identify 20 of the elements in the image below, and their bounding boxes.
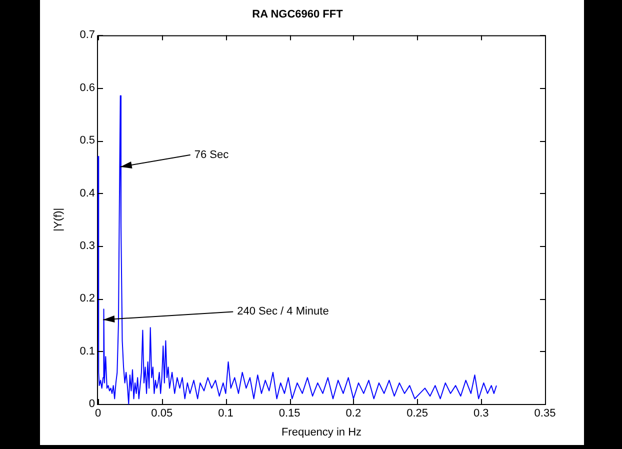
y-tick-label: 0.4 — [80, 187, 95, 200]
y-tick-label: 0.3 — [80, 240, 95, 252]
x-tick-label: 0.3 — [473, 408, 489, 420]
y-axis-title: |Y(f)| — [52, 208, 65, 232]
y-tick-label: 0.1 — [80, 345, 95, 358]
y-tick-label: 0.7 — [80, 29, 95, 42]
annotation: 76 Sec — [194, 148, 230, 161]
x-tick-label: 0.15 — [278, 408, 300, 420]
x-tick-label: 0.2 — [346, 408, 362, 420]
y-tick-label: 0.6 — [80, 82, 95, 94]
y-tick-label: 0.5 — [80, 134, 95, 147]
x-tick-label: 0.25 — [406, 408, 428, 420]
x-tick-label: 0.05 — [151, 408, 173, 420]
x-tick-label: 0.1 — [218, 408, 234, 420]
annotation: 240 Sec / 4 Minute — [237, 306, 329, 318]
x-axis-title: Frequency in Hz — [281, 426, 362, 438]
chart-title: RA NGC6960 FFT — [252, 8, 344, 21]
y-tick-label: 0.2 — [80, 292, 95, 305]
y-tick-label: 0 — [88, 398, 95, 410]
x-tick-label: 0.35 — [534, 408, 556, 420]
